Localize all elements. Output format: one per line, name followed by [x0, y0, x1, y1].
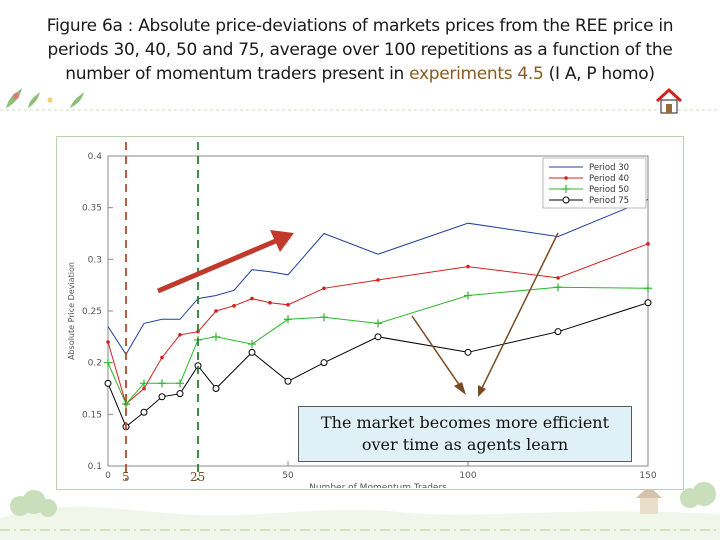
- data-point: [104, 358, 112, 367]
- data-point: [376, 278, 380, 282]
- data-point: [464, 348, 472, 356]
- data-point: [284, 377, 292, 385]
- data-point: [268, 300, 272, 305]
- data-point: [158, 393, 166, 401]
- y-axis-label: Absolute Price Deviation: [67, 262, 76, 360]
- data-point: [562, 196, 570, 204]
- plant-decoration: [0, 88, 720, 111]
- data-point: [160, 355, 164, 360]
- data-point: [374, 319, 382, 328]
- ground-decoration: [0, 482, 720, 540]
- callout-line-1: The market becomes more efficient: [320, 413, 610, 432]
- series-line-4: [107, 302, 649, 428]
- data-point: [248, 340, 256, 349]
- data-point: [556, 276, 560, 280]
- chart-annotations: [125, 142, 559, 480]
- legend-label: Period 50: [589, 185, 629, 195]
- series-line-1: [107, 198, 649, 356]
- trend-arrow-shaft: [157, 237, 279, 294]
- x-axis-label: Number of Momentum Traders: [309, 483, 447, 488]
- x-tick-label: 100: [459, 471, 476, 481]
- y-tick-label: 0.3: [88, 255, 102, 265]
- data-point: [464, 291, 472, 300]
- callout-line-2: over time as agents learn: [361, 435, 569, 454]
- data-point: [466, 264, 470, 269]
- data-point: [286, 303, 290, 307]
- data-point: [320, 359, 328, 367]
- pointer-arrow-right-head: [478, 385, 486, 397]
- pointer-arrow-right: [481, 232, 559, 389]
- data-point: [250, 296, 254, 301]
- x-tick-label: 50: [282, 471, 294, 481]
- data-point: [158, 379, 166, 388]
- y-tick-label: 0.15: [82, 410, 102, 420]
- data-point: [320, 313, 328, 322]
- data-point: [178, 332, 182, 337]
- annotation-callout: The market becomes more efficient over t…: [298, 406, 632, 462]
- legend-label: Period 40: [589, 174, 629, 184]
- data-point: [176, 379, 184, 388]
- data-point: [176, 390, 184, 398]
- data-point: [554, 283, 562, 292]
- series-line-2: [107, 243, 649, 405]
- data-point: [142, 386, 146, 391]
- legend-label: Period 75: [589, 196, 629, 206]
- data-point: [644, 299, 652, 307]
- data-point: [554, 328, 562, 336]
- home-icon[interactable]: [654, 86, 684, 116]
- x-tick-label: 150: [639, 471, 656, 481]
- experiment-highlight: experiments 4.5: [409, 64, 544, 84]
- x-tick-label: 0: [105, 471, 111, 481]
- title-line-2: periods 30, 40, 50 and 75, average over …: [47, 40, 673, 60]
- title-line-1: Figure 6a : Absolute price-deviations of…: [46, 16, 674, 36]
- marker-label-left: 5: [122, 470, 130, 484]
- pointer-arrow-left-head: [454, 382, 466, 395]
- y-tick-label: 0.2: [88, 359, 102, 369]
- y-tick-label: 0.4: [88, 152, 103, 162]
- pointer-arrow-left: [411, 315, 461, 387]
- data-point: [284, 315, 292, 324]
- data-point: [562, 185, 570, 193]
- y-tick-label: 0.35: [82, 204, 102, 214]
- data-point: [104, 379, 112, 387]
- legend-label: Period 30: [589, 163, 629, 173]
- data-point: [644, 284, 652, 293]
- trend-arrow-head: [270, 230, 294, 252]
- data-point: [232, 304, 236, 308]
- data-point: [322, 286, 326, 291]
- y-tick-label: 0.1: [88, 462, 102, 472]
- data-point: [374, 333, 382, 341]
- data-point: [214, 309, 218, 313]
- title-line-3: number of momentum traders present in ex…: [8, 62, 712, 86]
- data-point: [140, 408, 148, 416]
- data-point: [564, 176, 568, 180]
- marker-label-right: 25: [190, 470, 206, 484]
- y-tick-label: 0.25: [82, 307, 102, 317]
- title-line-3-tail: (I A, P homo): [543, 64, 655, 84]
- data-point: [248, 348, 256, 356]
- data-point: [212, 332, 220, 341]
- data-point: [140, 379, 148, 388]
- slide-title: Figure 6a : Absolute price-deviations of…: [8, 14, 712, 86]
- title-line-3-main: number of momentum traders present in: [65, 64, 410, 84]
- data-point: [212, 385, 220, 392]
- data-point: [646, 242, 650, 246]
- data-point: [106, 340, 110, 344]
